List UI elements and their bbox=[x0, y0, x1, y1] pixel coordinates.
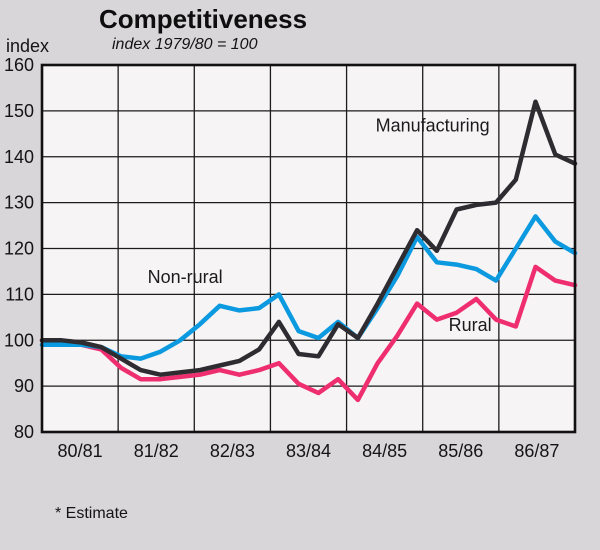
series-label-non-rural: Non-rural bbox=[148, 267, 223, 287]
y-tick-label: 80 bbox=[14, 422, 34, 442]
series-line-non-rural bbox=[39, 214, 578, 361]
plot-frame bbox=[40, 63, 577, 434]
y-tick-label: 90 bbox=[14, 376, 34, 396]
x-tick-label: 83/84 bbox=[286, 441, 331, 461]
chart-title: Competitiveness bbox=[99, 4, 308, 34]
y-tick-label: 150 bbox=[4, 101, 34, 121]
y-tick-label: 140 bbox=[4, 147, 34, 167]
x-tick-label: 84/85 bbox=[362, 441, 407, 461]
y-tick-label: 130 bbox=[4, 193, 34, 213]
x-tick-label: 86/87 bbox=[514, 441, 559, 461]
y-tick-label: 160 bbox=[4, 55, 34, 75]
series-line-manufacturing bbox=[39, 99, 578, 377]
y-tick-label: 100 bbox=[4, 330, 34, 350]
y-axis-title: index bbox=[6, 36, 50, 56]
x-tick-label: 82/83 bbox=[210, 441, 255, 461]
y-tick-label: 110 bbox=[5, 284, 34, 304]
series-label-rural: Rural bbox=[449, 315, 492, 335]
x-tick-label: 85/86 bbox=[438, 441, 483, 461]
series-label-manufacturing: Manufacturing bbox=[376, 116, 490, 136]
chart-subtitle: index 1979/80 = 100 bbox=[112, 36, 258, 53]
series-line-rural bbox=[39, 264, 578, 403]
x-tick-label: 80/81 bbox=[58, 441, 103, 461]
estimate-footnote: * Estimate bbox=[55, 505, 128, 522]
x-tick-label: 81/82 bbox=[134, 441, 179, 461]
y-tick-label: 120 bbox=[4, 239, 34, 259]
